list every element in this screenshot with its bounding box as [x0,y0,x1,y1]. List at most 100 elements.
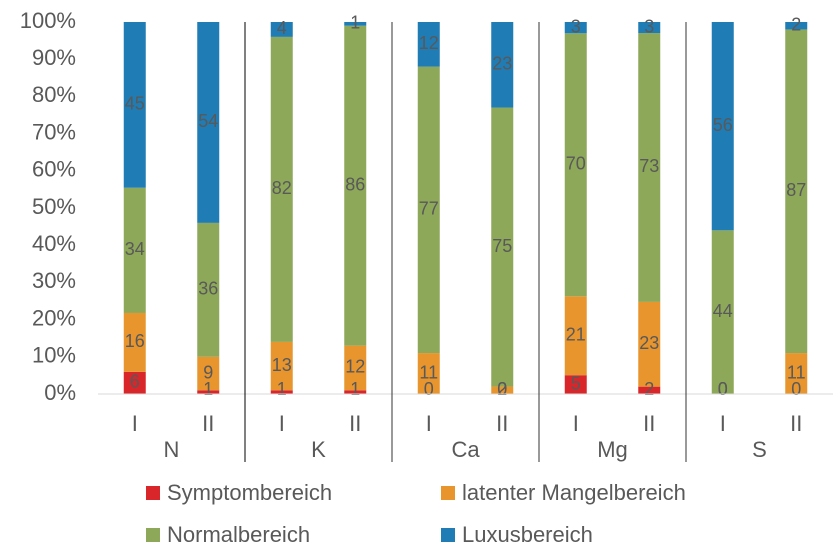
legend-swatch [146,486,160,500]
y-tick-label: 70% [32,119,76,144]
data-label: 44 [713,301,733,321]
y-tick-label: 0% [44,380,76,405]
y-tick-label: 90% [32,45,76,70]
bar-segment [785,29,808,354]
data-label: 2 [791,14,801,34]
bar-segment [123,22,146,188]
bar-segment [270,390,293,394]
data-label: 34 [125,239,145,259]
bar-segment [638,386,661,394]
data-label: 87 [786,180,806,200]
data-label: 12 [419,33,439,53]
x-subcategory-label: II [643,411,655,436]
bar-segment [123,187,146,313]
bar-segment [638,22,661,34]
bar-segment [344,22,367,26]
data-label: 23 [492,54,512,74]
x-subcategory-label: II [202,411,214,436]
segment-labels: 6163445193654113824112861011771202752352… [125,13,807,399]
data-label: 0 [497,379,507,399]
data-label: 4 [277,18,287,38]
bar-segment [638,33,661,302]
data-label: 16 [125,331,145,351]
bar-segment [564,296,587,376]
y-axis: 0% 10% 20% 30% 40% 50% 60% 70% 80% 90% 100% [20,8,76,405]
legend: Symptombereich latenter Mangelbereich Norm… [0,470,833,547]
data-label: 86 [345,174,365,194]
bar-segment [123,312,146,372]
bar-segment [270,36,293,342]
bar-segment [711,230,734,394]
data-label: 0 [791,379,801,399]
bar-segment [417,22,440,67]
data-label: 54 [198,111,218,131]
data-label: 0 [424,379,434,399]
data-label: 1 [350,13,360,33]
legend-label: latenter Mangelbereich [462,480,686,505]
bar-segment [564,375,587,394]
bar-segment [491,107,514,387]
bar-segment [491,386,514,394]
legend-item: Symptombereich [146,477,332,509]
x-subcategory-label: II [790,411,802,436]
bar-segment [638,301,661,387]
bar-segment [711,22,734,231]
legend-item: Luxusbereich [441,519,593,551]
data-label: 70 [566,154,586,174]
bar-segment [270,341,293,391]
bars [123,22,808,394]
x-subcategory-label: I [720,411,726,436]
data-label: 45 [125,94,145,114]
data-label: 11 [787,362,806,382]
legend-item: latenter Mangelbereich [441,477,686,509]
bar-segment [785,22,808,30]
bar-segment [123,371,146,394]
x-group-label: K [311,437,326,462]
legend-swatch [441,486,455,500]
y-tick-label: 80% [32,82,76,107]
y-tick-label: 20% [32,305,76,330]
x-subcategory-label: II [496,411,508,436]
y-tick-label: 10% [32,343,76,368]
data-label: 2 [644,379,654,399]
y-tick-label: 60% [32,157,76,182]
data-label: 11 [419,362,438,382]
bar-segment [344,25,367,346]
data-label: 73 [639,156,659,176]
x-subcategory-label: I [426,411,432,436]
x-subcategory-label: I [279,411,285,436]
data-label: 0 [718,379,728,399]
data-label: 3 [644,16,654,36]
data-label: 1 [203,379,213,399]
x-subcategory-label: I [573,411,579,436]
bar-segment [344,345,367,391]
data-label: 13 [272,355,292,375]
data-label: 1 [350,379,360,399]
data-label: 56 [713,115,733,135]
bar-segment [417,66,440,354]
data-label: 75 [492,236,512,256]
legend-label: Symptombereich [167,480,333,505]
data-label: 3 [571,16,581,36]
y-tick-label: 40% [32,231,76,256]
data-label: 1 [277,379,287,399]
x-group-label: N [164,437,180,462]
bar-segment [564,22,587,34]
stacked-bar-chart: 0%10%20%30%40%50%60%70%80%90%100% 616344… [20,8,833,462]
data-label: 82 [272,178,292,198]
data-label: 12 [345,357,365,377]
bar-segment [197,356,220,391]
bar-segment [197,22,220,223]
bar-segment [344,390,367,394]
data-label: 2 [497,379,507,399]
data-label: 77 [419,199,439,219]
legend-label: Normalbereich [167,522,311,547]
legend-label: Luxusbereich [462,522,593,547]
y-tick-label: 50% [32,194,76,219]
data-label: 6 [130,372,140,392]
legend-item: Normalbereich [146,519,310,551]
bar-segment [197,390,220,394]
bar-segment [417,353,440,394]
x-subcategory-label: I [132,411,138,436]
